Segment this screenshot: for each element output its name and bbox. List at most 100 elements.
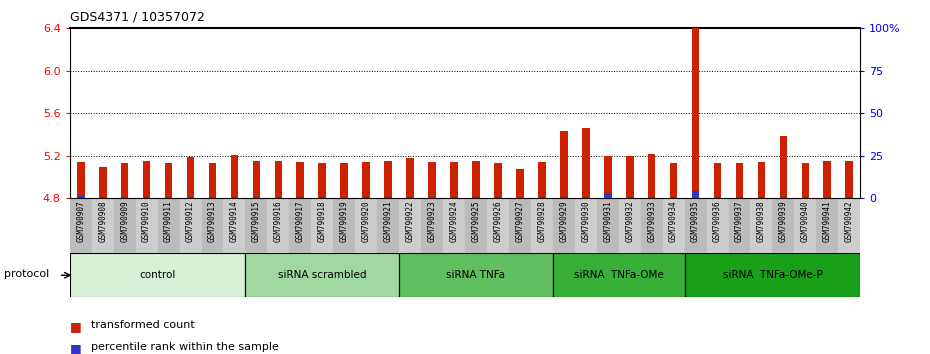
Bar	[450, 162, 458, 198]
Bar	[736, 163, 743, 198]
Text: GSM790909: GSM790909	[120, 200, 129, 241]
Text: GSM790929: GSM790929	[559, 200, 568, 241]
Bar	[136, 198, 157, 253]
Bar	[406, 196, 414, 198]
Bar	[779, 136, 787, 198]
Bar	[736, 196, 743, 198]
Text: protocol: protocol	[4, 269, 49, 279]
Bar	[77, 162, 85, 198]
Bar	[99, 167, 107, 198]
Bar	[648, 196, 656, 198]
Text: GSM790916: GSM790916	[273, 200, 283, 241]
Bar	[758, 196, 765, 198]
Text: GSM790907: GSM790907	[76, 200, 86, 241]
Bar	[604, 193, 612, 198]
Bar	[208, 163, 217, 198]
Bar	[318, 163, 326, 198]
Bar	[318, 196, 326, 198]
Bar	[516, 169, 524, 198]
Bar	[552, 198, 575, 253]
Bar	[143, 161, 151, 198]
Bar	[289, 198, 312, 253]
Bar	[274, 161, 282, 198]
Bar	[845, 161, 853, 198]
Bar	[179, 198, 202, 253]
Bar	[662, 198, 684, 253]
Text: GDS4371 / 10357072: GDS4371 / 10357072	[70, 11, 205, 24]
Bar	[274, 196, 282, 198]
Bar	[246, 253, 399, 297]
Bar	[246, 198, 267, 253]
Bar	[538, 196, 546, 198]
Bar	[340, 196, 348, 198]
Bar	[604, 156, 612, 198]
Text: GSM790925: GSM790925	[472, 200, 481, 241]
Text: control: control	[140, 270, 176, 280]
Text: percentile rank within the sample: percentile rank within the sample	[91, 342, 279, 352]
Bar	[692, 12, 699, 198]
Bar	[684, 198, 707, 253]
Text: GSM790908: GSM790908	[99, 200, 107, 241]
Bar	[648, 154, 656, 198]
Bar	[582, 128, 590, 198]
Text: GSM790911: GSM790911	[164, 200, 173, 241]
Bar	[231, 155, 238, 198]
Bar	[575, 198, 597, 253]
Bar	[121, 196, 128, 198]
Bar	[253, 161, 260, 198]
Bar	[231, 196, 238, 198]
Bar	[779, 196, 787, 198]
Bar	[641, 198, 662, 253]
Bar	[143, 196, 151, 198]
Text: siRNA scrambled: siRNA scrambled	[278, 270, 366, 280]
Text: transformed count: transformed count	[91, 320, 195, 330]
Bar	[728, 198, 751, 253]
Bar	[560, 131, 567, 198]
Text: GSM790924: GSM790924	[449, 200, 458, 241]
Bar	[670, 163, 677, 198]
Text: siRNA  TNFa-OMe-P: siRNA TNFa-OMe-P	[723, 270, 822, 280]
Text: GSM790928: GSM790928	[538, 200, 546, 241]
Text: GSM790913: GSM790913	[208, 200, 217, 241]
Bar	[626, 156, 633, 198]
Bar	[773, 198, 794, 253]
Text: siRNA TNFa: siRNA TNFa	[446, 270, 506, 280]
Bar	[297, 196, 304, 198]
Bar	[121, 163, 128, 198]
Bar	[670, 196, 677, 198]
Text: GSM790918: GSM790918	[318, 200, 326, 241]
Bar	[99, 196, 107, 198]
Bar	[202, 198, 223, 253]
Bar	[70, 253, 246, 297]
Bar	[363, 162, 370, 198]
Text: GSM790914: GSM790914	[230, 200, 239, 241]
Bar	[794, 198, 817, 253]
Bar	[618, 198, 641, 253]
Bar	[421, 198, 443, 253]
Bar	[363, 196, 370, 198]
Bar	[113, 198, 136, 253]
Bar	[684, 253, 860, 297]
Bar	[494, 196, 502, 198]
Bar	[802, 196, 809, 198]
Text: GSM790920: GSM790920	[362, 200, 371, 241]
Bar	[312, 198, 333, 253]
Text: GSM790940: GSM790940	[801, 200, 810, 241]
Bar	[355, 198, 378, 253]
Bar	[823, 161, 831, 198]
Bar	[531, 198, 552, 253]
Text: GSM790938: GSM790938	[757, 200, 766, 241]
Bar	[187, 196, 194, 198]
Text: GSM790934: GSM790934	[669, 200, 678, 241]
Bar	[157, 198, 179, 253]
Bar	[165, 163, 172, 198]
Bar	[428, 196, 436, 198]
Bar	[187, 157, 194, 198]
Text: GSM790919: GSM790919	[339, 200, 349, 241]
Text: GSM790935: GSM790935	[691, 200, 700, 241]
Bar	[384, 161, 392, 198]
Bar	[208, 196, 217, 198]
Bar	[626, 196, 633, 198]
Text: GSM790933: GSM790933	[647, 200, 657, 241]
Bar	[494, 163, 502, 198]
